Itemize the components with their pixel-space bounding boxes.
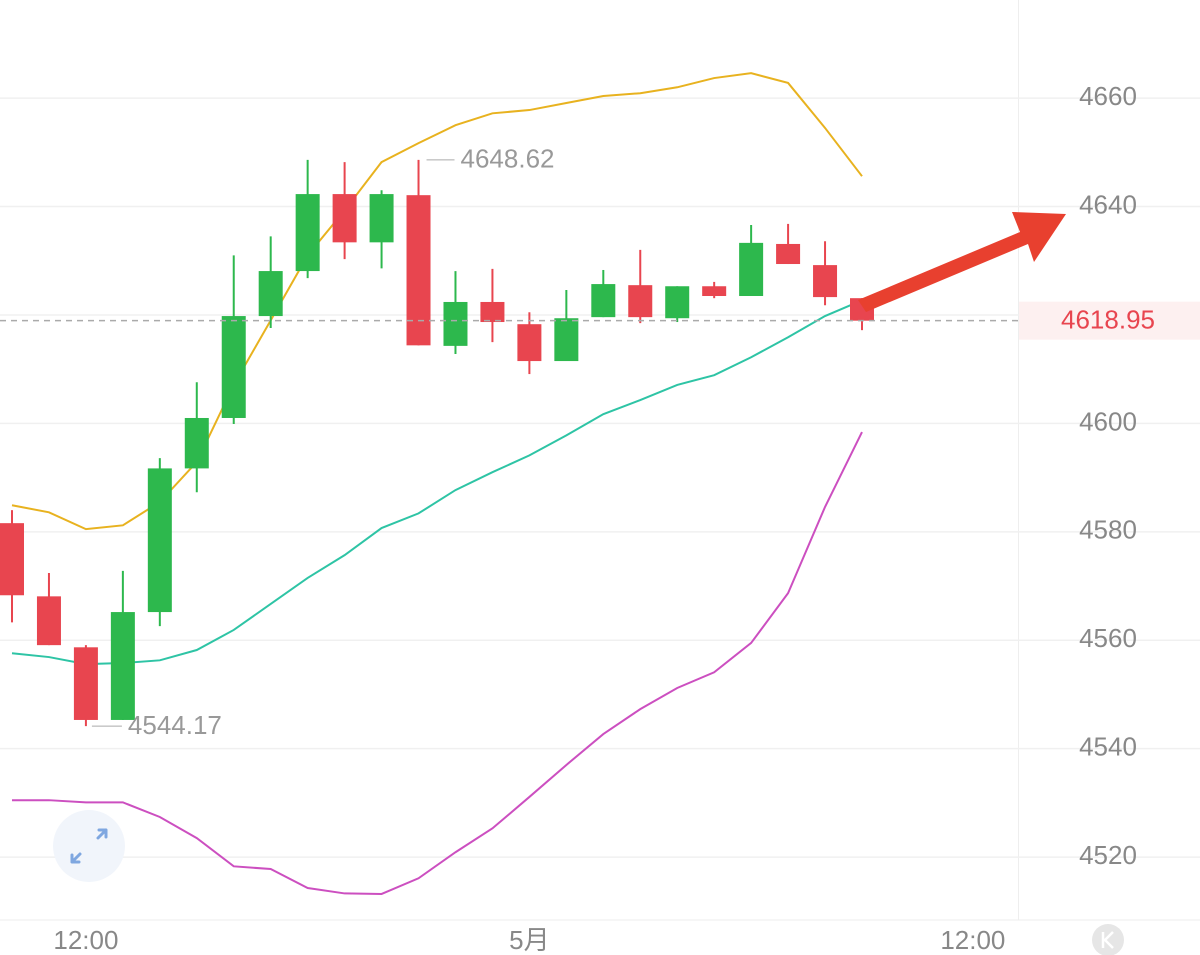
candle-body xyxy=(295,194,320,272)
expand-button[interactable] xyxy=(53,810,125,882)
y-tick-label: 4560 xyxy=(1079,623,1137,653)
candle-body xyxy=(110,612,135,720)
x-tick-label: 12:00 xyxy=(940,925,1005,955)
last-price-label: 4618.95 xyxy=(1061,305,1155,335)
candle-body xyxy=(443,301,468,346)
bands xyxy=(11,72,863,895)
k-button[interactable] xyxy=(1092,924,1124,955)
candle-body xyxy=(591,284,616,318)
y-tick-label: 4540 xyxy=(1079,732,1137,762)
high-marker-label: 4648.62 xyxy=(461,144,555,174)
candle-body xyxy=(665,286,690,319)
k-icon xyxy=(1101,931,1114,949)
candle-body xyxy=(147,468,172,613)
candle-body xyxy=(406,195,431,346)
candle-body xyxy=(739,242,764,297)
expand-icon xyxy=(70,828,108,864)
band-line xyxy=(11,299,863,666)
candle-body xyxy=(480,301,505,323)
band-line xyxy=(12,431,863,895)
candle-body xyxy=(0,523,24,596)
y-tick-label: 4580 xyxy=(1079,515,1137,545)
candle-body xyxy=(554,318,579,362)
x-tick-label: 12:00 xyxy=(53,925,118,955)
candle-body xyxy=(369,194,394,243)
candle-body xyxy=(221,316,246,418)
y-tick-label: 4640 xyxy=(1079,189,1137,219)
candle-body xyxy=(36,596,61,646)
low-marker-label: 4544.17 xyxy=(128,710,222,740)
y-tick-label: 4520 xyxy=(1079,840,1137,870)
candle-body xyxy=(813,265,838,298)
trend-arrow xyxy=(858,212,1066,312)
candles xyxy=(0,159,874,727)
candle-body xyxy=(73,647,98,720)
candle-body xyxy=(628,285,653,318)
candle-body xyxy=(776,243,801,265)
band-line xyxy=(11,72,863,531)
axis-divider xyxy=(1018,0,1019,920)
candle-body xyxy=(184,417,209,469)
candle-body xyxy=(332,194,357,243)
x-tick-label: 5月 xyxy=(509,925,549,955)
candle-body xyxy=(517,324,542,362)
y-tick-label: 4660 xyxy=(1079,81,1137,111)
labels: 4520454045604580460046204640466012:005月1… xyxy=(0,81,1200,955)
grid xyxy=(0,97,1200,858)
candle-body xyxy=(258,271,283,317)
candle-body xyxy=(702,286,727,297)
last-price-box xyxy=(1019,301,1200,340)
y-tick-label: 4600 xyxy=(1079,406,1137,436)
